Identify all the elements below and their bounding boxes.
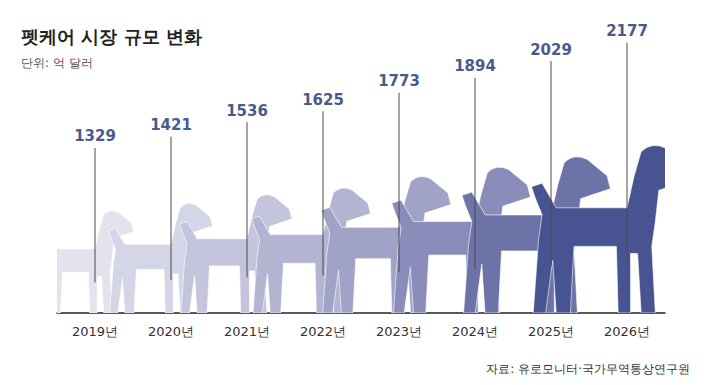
svg-text:1894: 1894 (454, 57, 496, 75)
svg-text:단위: 억 달러: 단위: 억 달러 (21, 56, 93, 70)
svg-text:1421: 1421 (150, 116, 192, 134)
svg-text:1773: 1773 (378, 72, 420, 90)
svg-text:자료: 유로모니터·국가무역통상연구원: 자료: 유로모니터·국가무역통상연구원 (486, 362, 690, 376)
svg-text:1536: 1536 (226, 102, 268, 120)
svg-text:2019년: 2019년 (72, 324, 118, 339)
svg-text:2021년: 2021년 (224, 324, 270, 339)
svg-text:2023년: 2023년 (376, 324, 422, 339)
svg-text:2025년: 2025년 (528, 324, 574, 339)
svg-text:1625: 1625 (302, 91, 344, 109)
svg-text:2020년: 2020년 (148, 324, 194, 339)
svg-text:1329: 1329 (74, 127, 116, 145)
svg-text:2177: 2177 (606, 22, 648, 40)
svg-text:2026년: 2026년 (604, 324, 650, 339)
svg-text:2024년: 2024년 (452, 324, 498, 339)
svg-text:펫케어 시장 규모 변화: 펫케어 시장 규모 변화 (21, 26, 202, 47)
svg-text:2022년: 2022년 (300, 324, 346, 339)
svg-text:2029: 2029 (530, 41, 572, 59)
